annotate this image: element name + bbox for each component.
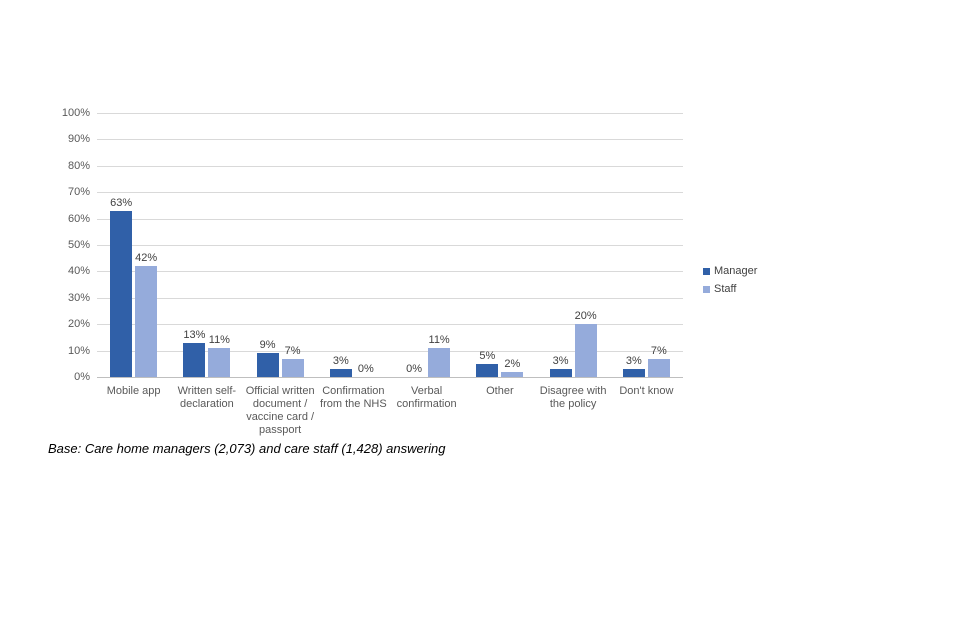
bar-staff	[281, 358, 304, 377]
gridline	[97, 271, 683, 273]
x-axis-category-label: Other	[486, 385, 514, 397]
y-axis-tick-label: 50%	[67, 239, 90, 251]
y-axis-tick-label: 30%	[67, 291, 90, 304]
legend-item-manager: Manager	[703, 266, 757, 277]
bar-staff	[208, 347, 231, 377]
bar-manager	[622, 369, 645, 377]
bar-value-label: 5%	[479, 349, 496, 362]
bar-value-label: 11%	[428, 333, 450, 346]
x-axis-category-label: Confirmation from the NHS	[320, 385, 387, 410]
staff-swatch-icon	[703, 286, 710, 293]
bar-value-label: 7%	[284, 344, 301, 357]
bar-value-label: 20%	[574, 310, 597, 323]
bar-manager	[256, 353, 279, 377]
y-axis-tick-label: 90%	[67, 133, 90, 146]
chart-legend: Manager Staff	[703, 266, 757, 302]
x-axis-category-label: Verbal confirmation	[396, 385, 457, 410]
bar-value-label: 2%	[504, 357, 521, 370]
x-axis-category-label: Written self- declaration	[177, 385, 237, 410]
x-axis-category-label: Official written document / vaccine card…	[245, 385, 315, 436]
legend-label-staff: Staff	[714, 283, 737, 295]
bar-value-label: 42%	[135, 252, 158, 265]
bar-staff	[574, 324, 597, 377]
gridline	[97, 139, 683, 141]
y-axis-tick-label: 100%	[61, 107, 90, 119]
bar-staff	[647, 358, 670, 377]
bar-manager	[183, 342, 206, 377]
bar-staff	[135, 266, 158, 377]
manager-swatch-icon	[703, 268, 710, 275]
legend-item-staff: Staff	[703, 284, 757, 295]
bar-manager	[549, 369, 572, 377]
y-axis-tick-label: 40%	[67, 265, 90, 278]
y-axis-tick-label: 10%	[67, 344, 90, 357]
bar-value-label: 0%	[406, 363, 423, 375]
bar-manager	[476, 363, 499, 377]
gridline	[97, 297, 683, 299]
y-axis-tick-label: 20%	[67, 318, 90, 331]
bar-value-label: 3%	[332, 355, 349, 368]
gridline	[97, 350, 683, 352]
legend-label-manager: Manager	[714, 265, 758, 277]
bar-staff	[428, 347, 451, 377]
bar-staff	[501, 371, 524, 377]
gridline	[97, 324, 683, 326]
y-axis-tick-label: 0%	[74, 371, 90, 383]
x-axis-category-label: Disagree with the policy	[539, 385, 607, 410]
bar-manager	[110, 210, 133, 377]
bar-value-label: 63%	[110, 196, 133, 209]
y-axis-tick-label: 70%	[67, 186, 90, 199]
y-axis-tick-label: 60%	[67, 212, 90, 225]
bar-value-label: 9%	[259, 339, 276, 352]
x-axis-category-label: Mobile app	[106, 385, 161, 397]
gridline	[97, 192, 683, 194]
gridline	[97, 245, 683, 246]
bar-value-label: 3%	[552, 355, 569, 368]
bar-value-label: 0%	[357, 363, 374, 375]
bar-value-label: 11%	[208, 333, 230, 346]
bar-value-label: 13%	[183, 328, 206, 341]
x-axis-category-label: Don't know	[619, 385, 674, 397]
bar-value-label: 7%	[650, 344, 667, 357]
gridline	[97, 113, 683, 114]
base-note: Base: Care home managers (2,073) and car…	[48, 441, 446, 456]
y-axis-tick-label: 80%	[67, 159, 90, 172]
gridline	[97, 165, 683, 167]
gridline	[97, 218, 683, 220]
bar-value-label: 3%	[625, 355, 642, 368]
x-axis-line	[97, 377, 683, 378]
bar-manager	[329, 369, 352, 377]
